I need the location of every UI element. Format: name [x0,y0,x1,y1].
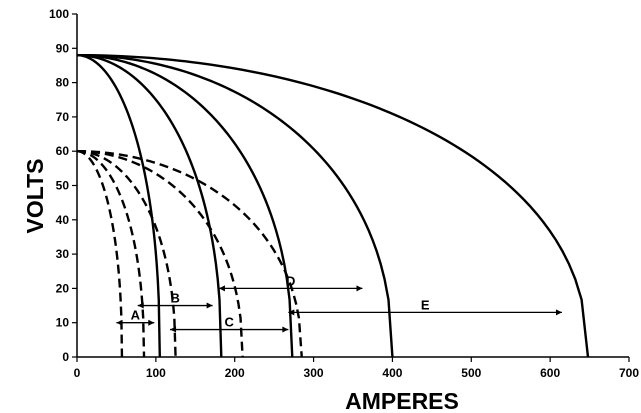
y-tick-label: 20 [56,281,70,295]
y-tick-label: 30 [56,247,70,261]
x-tick-label: 100 [146,366,166,380]
range-label: D [286,273,295,288]
range-label: B [170,291,179,306]
range-arrow-right [206,302,213,309]
range-arrow-right [555,309,562,316]
y-tick-label: 0 [62,350,69,364]
x-tick-label: 200 [225,366,245,380]
range-arrow-left [170,326,177,333]
x-tick-label: 0 [74,366,81,380]
y-tick-label: 90 [56,41,70,55]
y-axis-title: VOLTS [22,159,48,234]
range-markers: A B C D E [116,273,562,333]
solid-curve-2 [76,53,223,358]
solid-curve-1 [76,53,161,358]
dashed-curve-8 [76,150,177,358]
range-label: A [131,308,141,323]
y-tick-label: 40 [56,213,70,227]
x-tick-label: 300 [304,366,324,380]
range-a: A [116,308,155,326]
range-label: E [421,297,430,312]
range-arrow-right [148,319,155,326]
y-tick-label: 10 [56,316,70,330]
x-tick-label: 600 [540,366,560,380]
x-tick-label: 500 [461,366,481,380]
axes: 0 100 200 300 400 500 600 700 0 10 20 30 40 50 60 70 80 9… [49,7,639,380]
solid-curve-3 [76,53,294,358]
dashed-curve-6 [76,150,124,358]
range-label: C [224,315,234,330]
range-arrow-left [137,302,144,309]
range-c: C [170,315,289,333]
range-d: D [218,273,363,292]
range-arrow-right [356,285,363,292]
curves [76,53,590,358]
x-tick-label: 400 [382,366,402,380]
range-e: E [288,297,562,316]
dashed-curve-9 [76,150,244,358]
solid-curve-5 [76,53,590,358]
y-tick-label: 100 [49,7,69,21]
range-arrow-right [282,326,289,333]
y-tick-label: 60 [56,144,70,158]
x-tick-label: 700 [619,366,639,380]
solid-curve-4 [76,53,394,358]
y-tick-label: 70 [56,110,70,124]
range-b: B [137,291,213,309]
dashed-curve-10 [76,150,303,358]
dashed-curve-7 [76,150,146,358]
range-arrow-left [288,309,295,316]
x-axis-title: AMPERES [345,388,459,413]
range-arrow-left [218,285,225,292]
y-tick-label: 50 [56,179,70,193]
range-arrow-left [116,319,123,326]
y-tick-label: 80 [56,76,70,90]
